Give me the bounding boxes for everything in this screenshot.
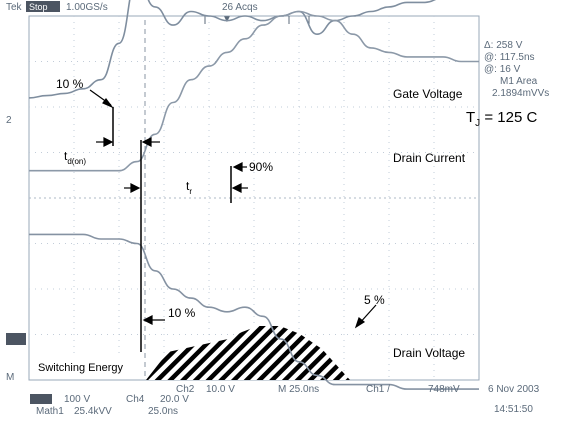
time-base: M 25.0ns bbox=[278, 384, 319, 395]
drain-current-label: Drain Current bbox=[393, 151, 466, 165]
switching-energy-area bbox=[146, 326, 350, 380]
time-readout: 14:51:50 bbox=[494, 404, 533, 415]
ch2-label: Ch2 bbox=[176, 384, 195, 395]
sample-rate: 1.00GS/s bbox=[66, 2, 108, 13]
math-scale: 25.4kVV bbox=[74, 406, 112, 417]
acquisitions-count: 26 Acqs bbox=[222, 2, 258, 13]
arrow-10pct-top-head bbox=[102, 98, 114, 109]
math-label: Math1 bbox=[36, 406, 64, 417]
trace-drain-current bbox=[29, 10, 479, 172]
annotation-90pct: 90% bbox=[249, 160, 273, 174]
arrow-10pct-bottom-head bbox=[142, 315, 153, 325]
math-ground-marker: M bbox=[6, 372, 14, 383]
annotation-switching-energy: Switching Energy bbox=[38, 362, 123, 374]
at-time-readout: @: 117.5ns bbox=[484, 52, 535, 63]
trace-gate-voltage bbox=[28, 0, 437, 99]
drain-voltage-label: Drain Voltage bbox=[393, 346, 465, 360]
delta-readout: Δ: 258 V bbox=[484, 40, 523, 51]
ch2-ground-marker: 2 bbox=[6, 115, 12, 126]
annotation-tr: tr bbox=[186, 179, 192, 196]
annotation-10pct-bottom: 10 % bbox=[168, 306, 196, 320]
ch3-badge bbox=[30, 394, 52, 404]
math-time: 25.0ns bbox=[148, 406, 178, 417]
gate-voltage-label: Gate Voltage bbox=[393, 87, 463, 101]
brand-label: Tek bbox=[6, 2, 23, 13]
annotation-arrows bbox=[89, 89, 377, 329]
ch2-scale: 10.0 V bbox=[206, 384, 235, 395]
arrow-5pct-head bbox=[354, 316, 366, 329]
ch1-ground-marker bbox=[6, 333, 26, 345]
trace-drain-voltage bbox=[28, 233, 479, 390]
ch3-scale: 100 V bbox=[64, 394, 90, 405]
junction-temp-label: TJ = 125 C bbox=[466, 109, 537, 129]
at-voltage-readout: @: 16 V bbox=[484, 64, 521, 75]
run-stop-label: Stop bbox=[29, 2, 48, 12]
trigger-level: 748mV bbox=[428, 384, 460, 395]
switching-energy-bg bbox=[30, 357, 144, 377]
arrow-tr-left-head bbox=[130, 183, 141, 193]
annotation-5pct: 5 % bbox=[364, 293, 385, 307]
annotation-td-on: td(on) bbox=[64, 149, 86, 166]
run-stop-badge[interactable] bbox=[26, 1, 60, 12]
graticule-grid bbox=[29, 16, 479, 380]
math-area-value: 2.1894mVVs bbox=[492, 88, 549, 99]
arrow-tr-right-head bbox=[231, 183, 242, 193]
ch4-scale: 20.0 V bbox=[160, 394, 189, 405]
trigger-arrow-icon: ▼ bbox=[222, 14, 232, 25]
date-readout: 6 Nov 2003 bbox=[488, 384, 540, 395]
trigger-source: Ch1 / bbox=[366, 384, 390, 395]
annotation-10pct-top: 10 % bbox=[56, 77, 84, 91]
arrow-90pct-head bbox=[232, 162, 243, 172]
arrow-ton-left-head bbox=[103, 137, 114, 147]
math-area-label: M1 Area bbox=[500, 76, 538, 87]
traces-group bbox=[28, 0, 479, 390]
arrow-ton-right-head bbox=[141, 137, 152, 147]
ch4-label: Ch4 bbox=[126, 394, 145, 405]
